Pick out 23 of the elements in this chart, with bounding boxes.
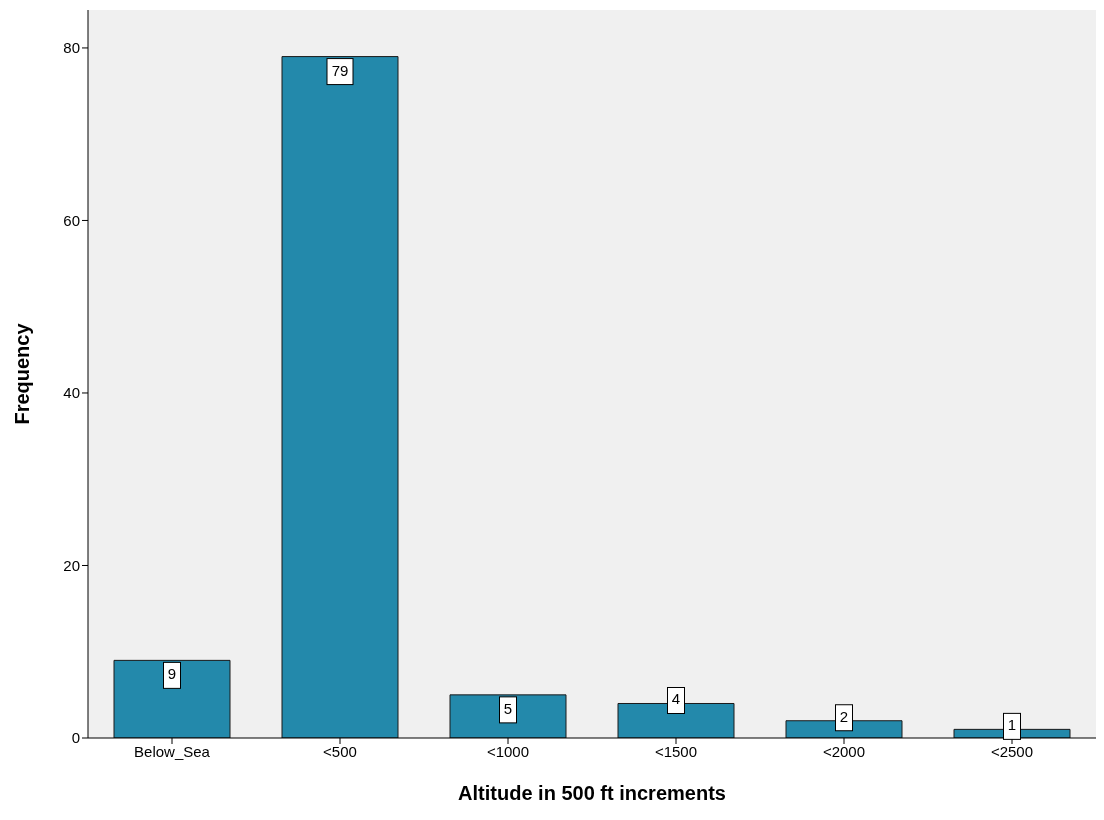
y-axis-title: Frequency <box>11 322 34 425</box>
data-label: 9 <box>167 665 177 683</box>
y-tick-label: 80 <box>63 39 80 57</box>
bar <box>449 694 567 738</box>
x-tick-label: Below_Sea <box>134 742 211 760</box>
data-label: 5 <box>503 699 513 717</box>
x-tick-label: <2000 <box>822 742 866 760</box>
x-tick-label: <1000 <box>486 742 530 760</box>
data-label: 2 <box>839 707 849 725</box>
data-label: 79 <box>331 61 349 79</box>
data-label: 4 <box>671 690 681 708</box>
bar <box>281 56 399 738</box>
y-tick-label: 0 <box>71 729 80 747</box>
x-tick-label: <500 <box>323 742 357 760</box>
y-tick-label: 40 <box>63 384 80 402</box>
y-tick-label: 60 <box>63 211 80 229</box>
x-axis-title: Altitude in 500 ft increments <box>458 782 726 804</box>
data-label: 1 <box>1007 716 1017 734</box>
bar <box>113 659 231 738</box>
x-tick-label: <2500 <box>990 742 1034 760</box>
bar <box>617 703 735 738</box>
x-tick-label: <1500 <box>654 742 698 760</box>
y-tick-label: 20 <box>63 556 80 574</box>
